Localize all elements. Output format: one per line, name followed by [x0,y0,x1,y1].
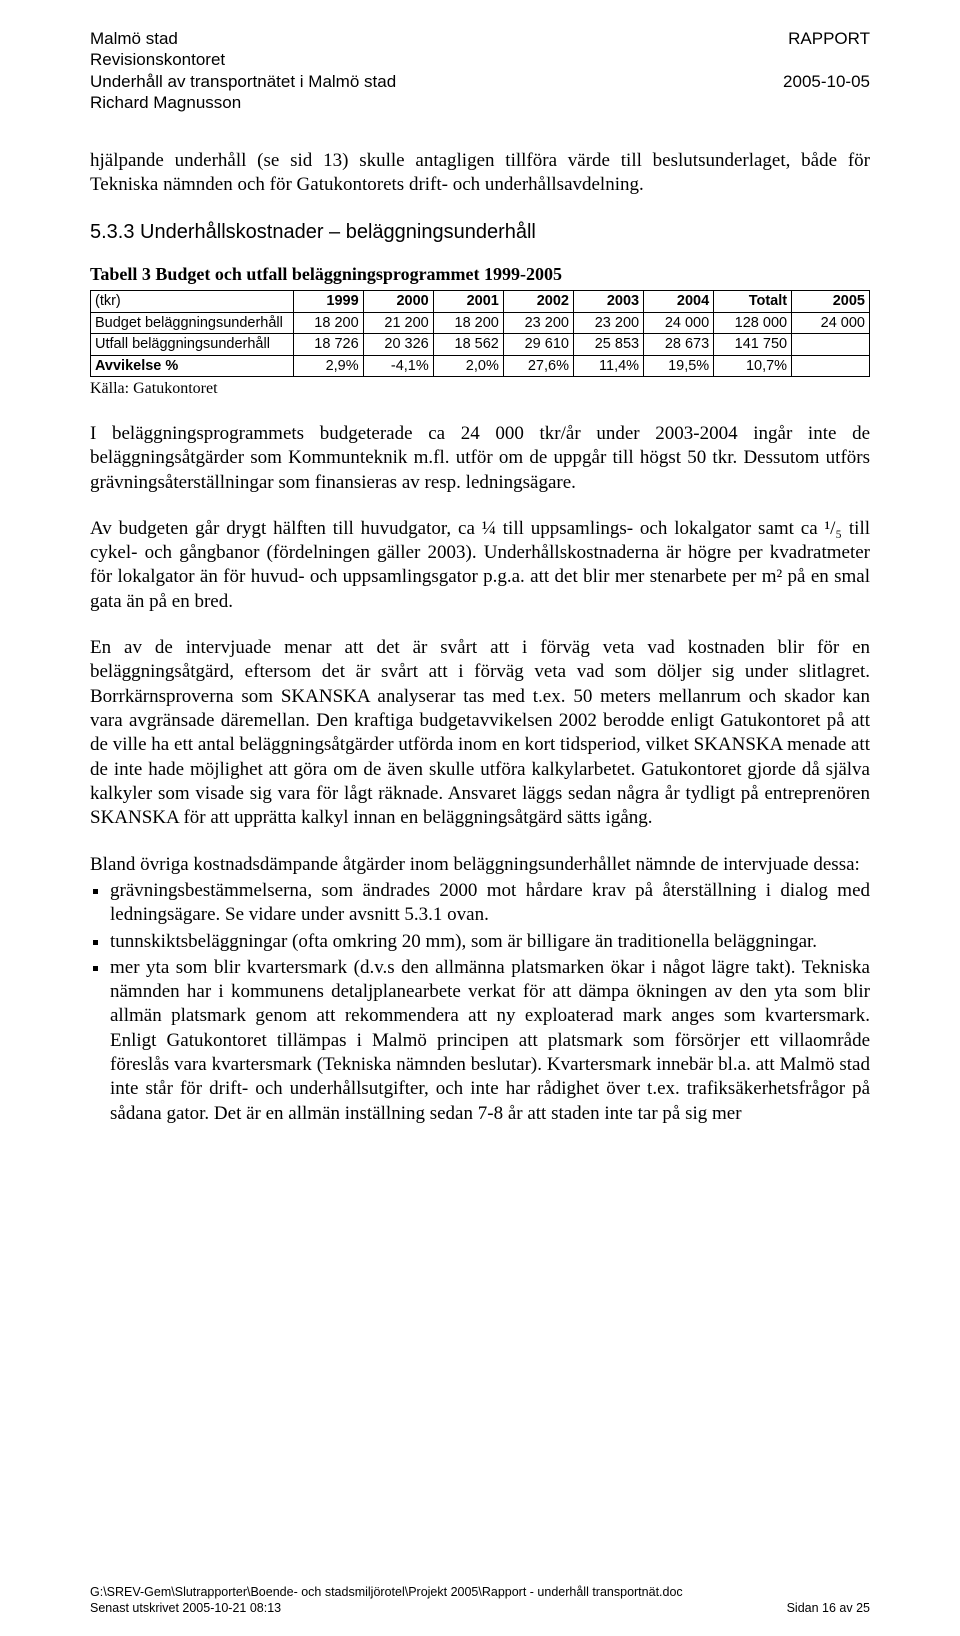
page-footer: G:\SREV-Gem\Slutrapporter\Boende- och st… [90,1584,870,1617]
table-header-cell: 2002 [503,291,573,313]
table-cell: 23 200 [573,312,643,334]
table-cell: 141 750 [714,334,792,356]
table-cell: 2,0% [433,355,503,377]
table-row: Budget beläggningsunderhåll18 20021 2001… [91,312,870,334]
table-cell: 128 000 [714,312,792,334]
table-header-cell: (tkr) [91,291,294,313]
bullets-intro: Bland övriga kostnadsdämpande åtgärder i… [90,853,870,877]
table-cell: 24 000 [792,312,870,334]
table-cell: 11,4% [573,355,643,377]
table-cell: 18 200 [293,312,363,334]
paragraph-2: I beläggningsprogrammets budgeterade ca … [90,422,870,495]
table-row-label: Avvikelse % [91,355,294,377]
table-cell: 2,9% [293,355,363,377]
table-cell: 25 853 [573,334,643,356]
list-item: tunnskiktsbeläggningar (ofta omkring 20 … [110,930,870,954]
footer-printed: Senast utskrivet 2005-10-21 08:13 [90,1600,281,1616]
header-author: Richard Magnusson [90,92,870,113]
table-header-cell: 2000 [363,291,433,313]
list-item: mer yta som blir kvartersmark (d.v.s den… [110,956,870,1126]
table-cell: 19,5% [644,355,714,377]
table-row-label: Utfall beläggningsunderhåll [91,334,294,356]
table-caption: Tabell 3 Budget och utfall beläggningspr… [90,263,870,286]
header-org: Malmö stad [90,28,178,49]
header-office: Revisionskontoret [90,49,870,70]
table-row: Utfall beläggningsunderhåll18 72620 3261… [91,334,870,356]
table-cell [792,334,870,356]
header-date: 2005-10-05 [783,71,870,92]
table-cell: 27,6% [503,355,573,377]
document-header: Malmö stad RAPPORT Revisionskontoret Und… [90,28,870,113]
table-cell: 10,7% [714,355,792,377]
header-doctype: RAPPORT [788,28,870,49]
table-header-row: (tkr)199920002001200220032004Totalt2005 [91,291,870,313]
table-cell: 28 673 [644,334,714,356]
table-header-cell: 2005 [792,291,870,313]
table-cell: 29 610 [503,334,573,356]
table-header-cell: 2003 [573,291,643,313]
table-cell: 20 326 [363,334,433,356]
table-header-cell: Totalt [714,291,792,313]
table-cell: 18 200 [433,312,503,334]
table-source: Källa: Gatukontoret [90,379,870,399]
section-heading: 5.3.3 Underhållskostnader – beläggningsu… [90,220,870,246]
table-cell: -4,1% [363,355,433,377]
table-cell: 23 200 [503,312,573,334]
footer-page: Sidan 16 av 25 [787,1600,870,1616]
table-row: Avvikelse %2,9%-4,1%2,0%27,6%11,4%19,5%1… [91,355,870,377]
budget-table: (tkr)199920002001200220032004Totalt2005 … [90,290,870,377]
table-cell: 18 726 [293,334,363,356]
table-cell: 21 200 [363,312,433,334]
table-cell: 24 000 [644,312,714,334]
table-header-cell: 1999 [293,291,363,313]
table-row-label: Budget beläggningsunderhåll [91,312,294,334]
footer-path: G:\SREV-Gem\Slutrapporter\Boende- och st… [90,1584,870,1600]
header-title: Underhåll av transportnätet i Malmö stad [90,71,396,92]
body: hjälpande underhåll (se sid 13) skulle a… [90,149,870,1126]
table-header-cell: 2001 [433,291,503,313]
list-item: grävningsbestämmelserna, som ändrades 20… [110,879,870,928]
paragraph-4: En av de intervjuade menar att det är sv… [90,636,870,831]
paragraph-3: Av budgeten går drygt hälften till huvud… [90,517,870,614]
intro-paragraph: hjälpande underhåll (se sid 13) skulle a… [90,149,870,198]
table-header-cell: 2004 [644,291,714,313]
page: Malmö stad RAPPORT Revisionskontoret Und… [0,0,960,1636]
table-cell [792,355,870,377]
bullet-list: grävningsbestämmelserna, som ändrades 20… [90,879,870,1126]
table-cell: 18 562 [433,334,503,356]
